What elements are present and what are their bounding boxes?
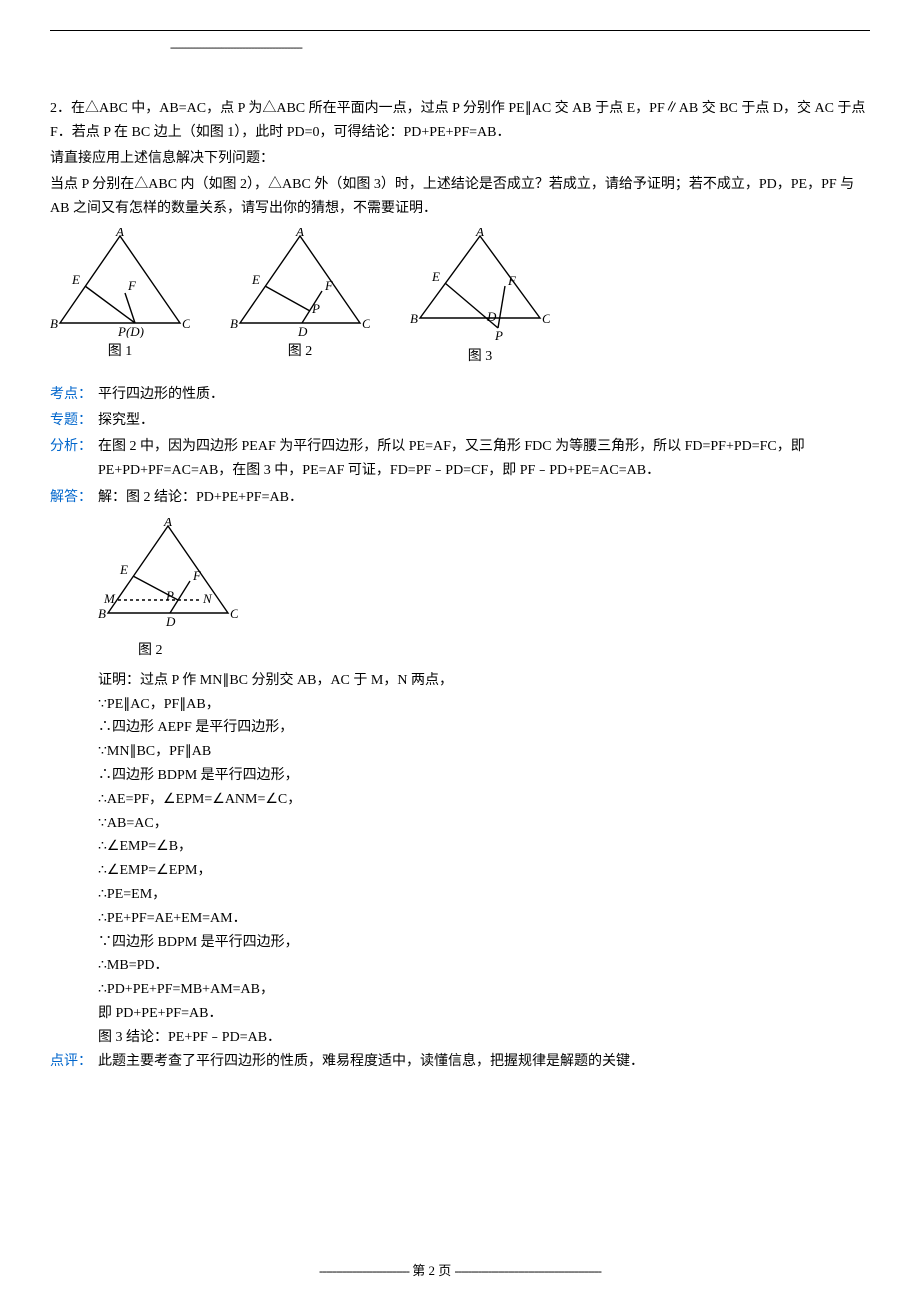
kaodian-label: 考点： — [50, 383, 98, 407]
proof-l10: ∴PE=EM， — [98, 883, 870, 907]
proof-l12: ∵四边形 BDPM 是平行四边形， — [98, 931, 870, 955]
fig2b-E: E — [119, 562, 128, 577]
figure-1-svg: A B C E F P(D) — [50, 228, 190, 338]
proof-l7: ∵AB=AC， — [98, 812, 870, 836]
fig3-E: E — [431, 269, 440, 284]
problem-p2: 请直接应用上述信息解决下列问题： — [50, 147, 870, 171]
page-footer: --------------------------- 第 2 页 ------… — [0, 1260, 920, 1282]
figure-2b-svg: A B C E F P D M N — [98, 518, 238, 628]
proof-l2: ∵PE∥AC，PF∥AB， — [98, 693, 870, 717]
problem-p3: 当点 P 分别在△ABC 内（如图 2），△ABC 外（如图 3）时，上述结论是… — [50, 173, 870, 221]
proof-l15: 即 PD+PE+PF=AB． — [98, 1002, 870, 1026]
answer-figure: A B C E F P D M N 图 2 — [98, 518, 870, 663]
fig2b-F: F — [192, 568, 202, 583]
jieda-label: 解答： — [50, 486, 98, 512]
problem-text: 2．在△ABC 中，AB=AC，点 P 为△ABC 所在平面内一点，过点 P 分… — [50, 97, 870, 220]
fig3-A: A — [475, 228, 484, 239]
proof-l6: ∴AE=PF，∠EPM=∠ANM=∠C， — [98, 788, 870, 812]
proof-l8: ∴∠EMP=∠B， — [98, 835, 870, 859]
fig2b-B: B — [98, 606, 106, 621]
footer-dash-right: ----------------------------------------… — [454, 1263, 600, 1278]
jieda-body: 解：图 2 结论：PD+PE+PF=AB． — [98, 486, 870, 512]
fig2-C: C — [362, 316, 370, 331]
section-dianping: 点评： 此题主要考查了平行四边形的性质，难易程度适中，读懂信息，把握规律是解题的… — [50, 1050, 870, 1074]
proof-l16: 图 3 结论：PE+PF﹣PD=AB． — [98, 1026, 870, 1050]
fig2-A: A — [295, 228, 304, 239]
fig2b-caption: 图 2 — [138, 639, 870, 663]
proof-body: 证明：过点 P 作 MN∥BC 分别交 AB，AC 于 M，N 两点， ∵PE∥… — [98, 669, 870, 1050]
fig3-caption: 图 3 — [410, 345, 550, 369]
fig1-B: B — [50, 316, 58, 331]
fig2b-A: A — [163, 518, 172, 529]
footer-page: 第 2 页 — [412, 1263, 451, 1278]
section-jieda: 解答： 解：图 2 结论：PD+PE+PF=AB． — [50, 486, 870, 512]
fig2-D: D — [297, 324, 308, 338]
fig2b-M: M — [103, 591, 116, 606]
fig1-A: A — [115, 228, 124, 239]
section-fenxi: 分析： 在图 2 中，因为四边形 PEAF 为平行四边形，所以 PE=AF，又三… — [50, 435, 870, 485]
figure-1: A B C E F P(D) 图 1 — [50, 228, 190, 369]
fig2-P: P — [311, 301, 320, 316]
footer-dash-left: --------------------------- — [319, 1263, 409, 1278]
proof-l14: ∴PD+PE+PF=MB+AM=AB， — [98, 978, 870, 1002]
fig3-P: P — [494, 328, 503, 343]
fig2b-D: D — [165, 614, 176, 628]
fig1-C: C — [182, 316, 190, 331]
fig1-F: F — [127, 278, 137, 293]
proof-l1: 证明：过点 P 作 MN∥BC 分别交 AB，AC 于 M，N 两点， — [98, 669, 870, 693]
fig1-E: E — [71, 272, 80, 287]
proof-l13: ∴MB=PD． — [98, 954, 870, 978]
zhuanti-label: 专题： — [50, 409, 98, 433]
section-kaodian: 考点： 平行四边形的性质． — [50, 383, 870, 407]
fig1-caption: 图 1 — [50, 340, 190, 364]
figure-3-svg: A B C E F D P — [410, 228, 550, 343]
figure-2-svg: A B C E F P D — [230, 228, 370, 338]
section-zhuanti: 专题： 探究型． — [50, 409, 870, 433]
fig3-F: F — [507, 273, 517, 288]
fig2b-N: N — [202, 591, 213, 606]
top-dashes: ----------------------------------------… — [170, 37, 870, 57]
dianping-body: 此题主要考查了平行四边形的性质，难易程度适中，读懂信息，把握规律是解题的关键． — [98, 1050, 870, 1074]
fig3-D: D — [486, 309, 497, 324]
top-rule — [50, 30, 870, 31]
fig2-E: E — [251, 272, 260, 287]
jieda-l0: 解：图 2 结论：PD+PE+PF=AB． — [98, 486, 870, 510]
zhuanti-body: 探究型． — [98, 409, 870, 433]
fenxi-body: 在图 2 中，因为四边形 PEAF 为平行四边形，所以 PE=AF，又三角形 F… — [98, 435, 870, 485]
figure-2: A B C E F P D 图 2 — [230, 228, 370, 369]
kaodian-body: 平行四边形的性质． — [98, 383, 870, 407]
fig2-caption: 图 2 — [230, 340, 370, 364]
fig2-B: B — [230, 316, 238, 331]
proof-l3: ∴四边形 AEPF 是平行四边形， — [98, 716, 870, 740]
proof-l9: ∴∠EMP=∠EPM， — [98, 859, 870, 883]
proof-l5: ∴四边形 BDPM 是平行四边形， — [98, 764, 870, 788]
fig3-C: C — [542, 311, 550, 326]
fig2b-C: C — [230, 606, 238, 621]
fig3-B: B — [410, 311, 418, 326]
dianping-label: 点评： — [50, 1050, 98, 1074]
figure-3: A B C E F D P 图 3 — [410, 228, 550, 369]
proof-l4: ∵MN∥BC，PF∥AB — [98, 740, 870, 764]
fig2-F: F — [324, 278, 334, 293]
fenxi-label: 分析： — [50, 435, 98, 485]
fig2b-P: P — [165, 588, 174, 603]
problem-p1: 2．在△ABC 中，AB=AC，点 P 为△ABC 所在平面内一点，过点 P 分… — [50, 97, 870, 145]
fenxi-p1: 在图 2 中，因为四边形 PEAF 为平行四边形，所以 PE=AF，又三角形 F… — [98, 435, 870, 483]
proof-l11: ∴PE+PF=AE+EM=AM． — [98, 907, 870, 931]
figure-row: A B C E F P(D) 图 1 A B C E F P — [50, 228, 870, 369]
fig1-PD: P(D) — [117, 324, 144, 338]
